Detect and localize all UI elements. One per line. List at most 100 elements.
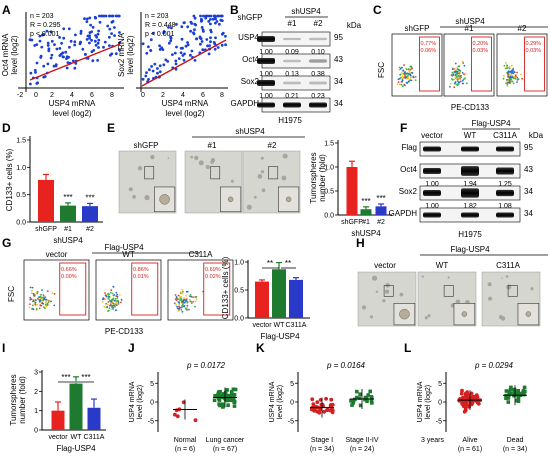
cell-cluster [253,195,257,199]
flow-event [120,301,122,304]
flow-event [39,304,42,307]
x-tick: 4 [181,92,185,99]
data-point [365,399,369,403]
flow-event [507,80,510,82]
flow-event [104,298,107,301]
flow-event [181,292,184,295]
cd133-gate [203,262,231,316]
scatter-point [201,48,205,52]
bar [255,281,269,318]
flow-event [105,302,107,305]
scatter-point [170,26,173,30]
y-tick: 0.5 [16,192,26,199]
scatter-point [186,43,190,47]
cell-cluster [399,292,404,297]
zoom-box [144,166,155,180]
stat-r: R = 0.295 [30,22,61,29]
y-tick: 0 [290,400,294,407]
flow-event [409,71,411,74]
data-point [221,402,225,406]
flow-event [107,309,110,312]
panel-label-b: B [230,3,239,17]
scatter-point [78,42,82,46]
flow-event [188,298,191,301]
x-tick: shGFP [35,226,57,233]
flow-event [112,308,114,310]
flow-event [506,78,508,81]
flow-event [46,299,49,302]
scatter-point [93,39,97,43]
scatter-point [95,35,99,39]
data-point [329,397,334,402]
flow-event [178,307,181,310]
scatter-point [47,49,51,53]
flow-event [400,80,403,83]
bar [82,206,98,222]
flow-event [507,70,510,73]
scatter-point [199,14,202,18]
group-n: (n = 61) [458,446,482,453]
scatter-point [213,47,217,51]
flow-event [453,86,456,89]
scatter-point [173,51,177,55]
flow-event [461,79,464,82]
y-axis-label: CD133+ cells (%) [221,256,230,319]
protein-label: GAPDH [389,209,418,218]
y-tick: 0.5 [234,288,244,295]
cell-cluster [361,305,367,310]
cell-cluster [246,204,252,210]
flow-event [520,73,522,76]
scatter-point [33,44,37,47]
bar-chart-e: Tumorspheres number (fold) 0.0 0.5 1.0 1.5 s… [309,140,392,238]
flow-event [461,60,464,63]
scatter-oct4-usp4: n = 203 R = 0.295 p < 0.001 Oct4 mRNA le… [1,12,124,118]
flow-event [41,289,43,291]
flow-event [505,67,507,70]
flow-event [38,300,41,302]
band-quant: 0.09 [285,49,299,56]
flow-event [176,307,179,310]
flow-event [454,74,457,76]
cell-cluster [487,282,492,287]
significance-marker: *** [61,373,70,382]
scatter-point [147,78,150,81]
flow-event [506,85,509,87]
scatter-point [200,26,204,29]
flow-event [114,298,117,300]
flow-event [186,304,189,307]
scatter-point [213,42,217,45]
data-point [217,392,221,397]
scatter-point [167,41,171,45]
cell-cluster [210,157,216,163]
scatter-point [65,66,69,70]
y-tick: -5 [288,418,294,425]
scatter-point [190,49,194,53]
scatter-point [145,51,149,55]
scatter-point [217,22,221,26]
scatter-point [118,48,121,52]
x-tick: WT [71,434,83,441]
x-tick: 2 [161,92,165,99]
data-point [522,385,527,390]
flow-event [452,73,455,76]
flow-event [176,305,179,308]
flow-event [450,78,453,80]
flow-panel-label: vector [46,250,68,259]
flow-event [407,68,410,70]
scatter-point [88,31,92,34]
flow-event [405,68,408,71]
flow-event [175,304,177,306]
micro-label: C311A [496,261,521,270]
flow-event [185,300,188,302]
cell-cluster [506,284,512,290]
scatter-point [69,39,73,43]
flow-event [101,298,104,301]
micro-label: shGFP [134,141,159,150]
flow-event [399,67,402,70]
cell-cluster [150,154,155,160]
x-tick: C311A [84,434,105,441]
flow-event [507,81,509,84]
flow-event [111,292,114,295]
flow-event [195,295,198,298]
cell-line-label: H1975 [458,230,482,239]
